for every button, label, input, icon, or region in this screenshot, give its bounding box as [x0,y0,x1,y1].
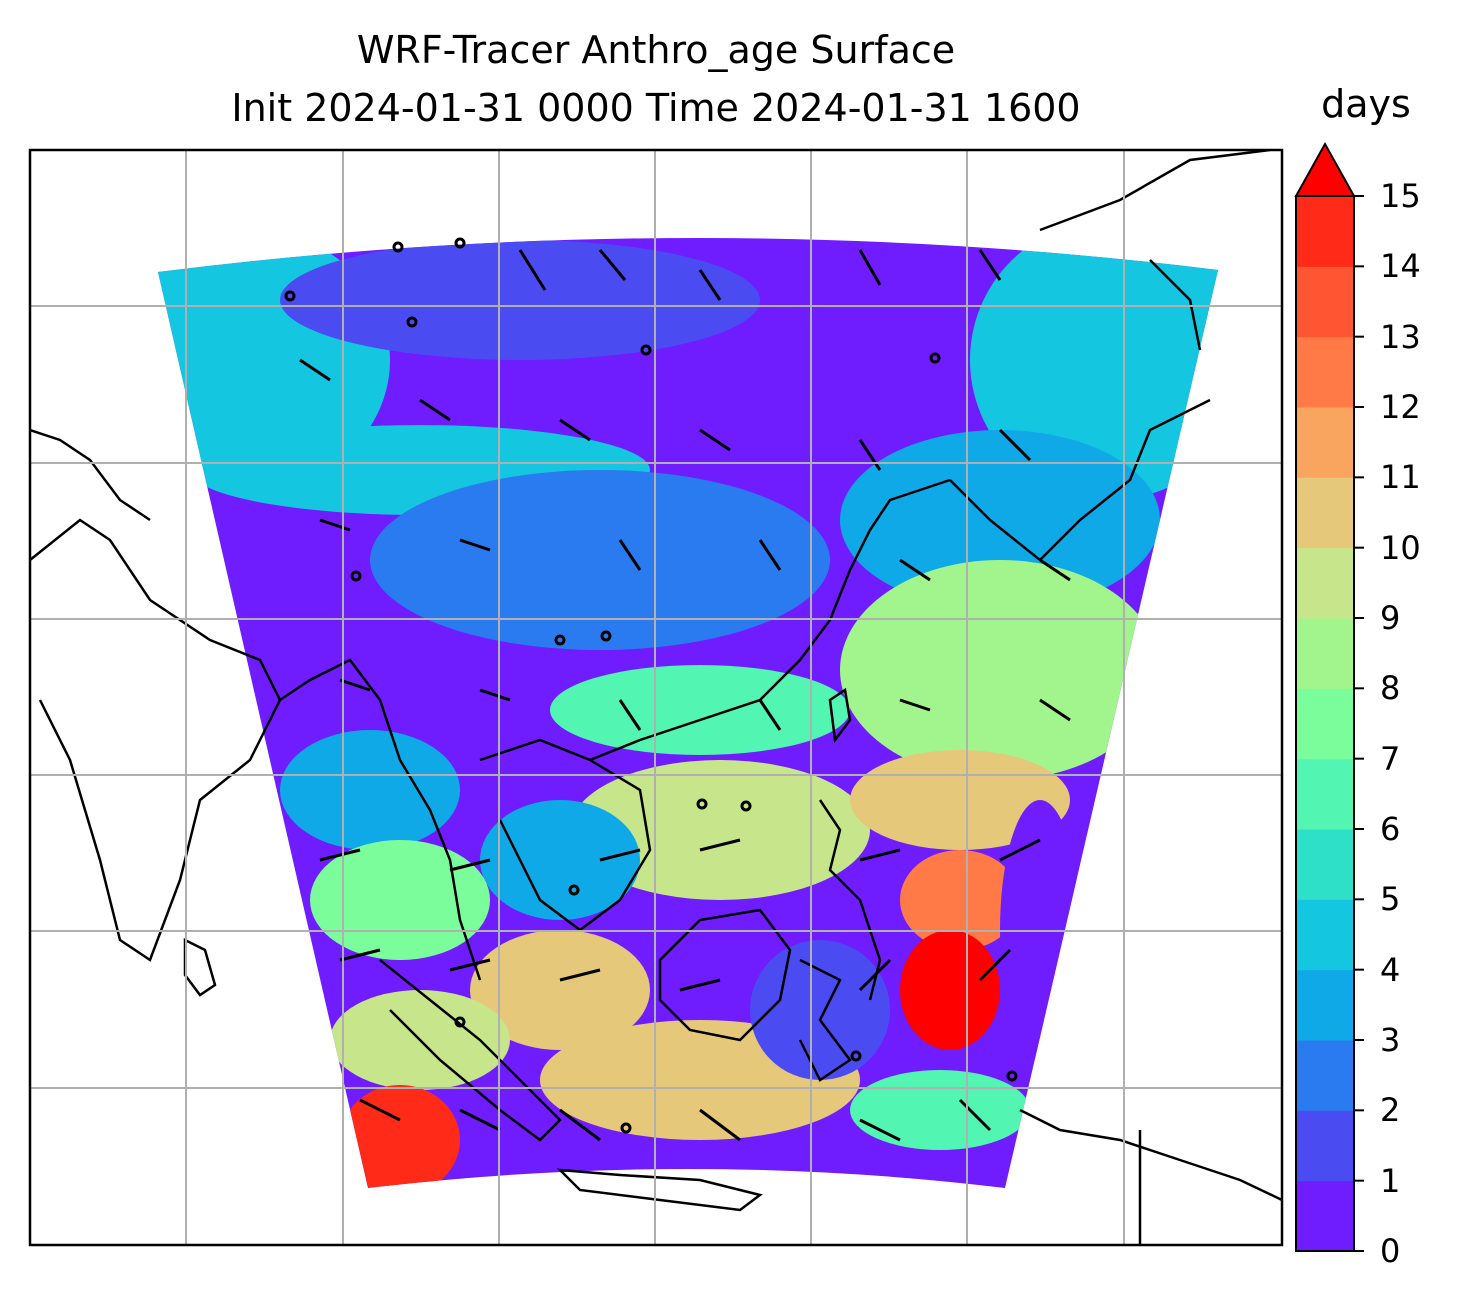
colorbar-bin [1296,688,1354,760]
coastline-china [589,478,951,762]
coastline-indochina [479,738,652,932]
colorbar-bin [1296,969,1354,1041]
colorbar-bin [1296,758,1354,830]
field-region-north [280,240,760,360]
wind-barbs [284,237,1071,1142]
colorbar-tick-label: 9 [1380,599,1401,637]
calm-wind-marker [1006,1070,1018,1082]
colorbar-bin [1296,477,1354,549]
field-region-indochina [480,800,640,920]
field-region-south-china-sea [570,760,870,900]
coastlines [30,150,1282,1245]
field-region-banda [850,1070,1030,1150]
calm-wind-marker [284,290,296,302]
coastline-arabia-edge [30,428,151,522]
colorbar-bin [1296,266,1354,338]
coastline-taiwan [828,687,852,744]
wind-barb [339,678,1071,731]
colorbar-extend-arrow [1294,141,1356,197]
colorbar-frame [1295,195,1355,1252]
calm-wind-marker [850,1050,862,1062]
chart-title-line-2: Init 2024-01-31 0000 Time 2024-01-31 160… [231,86,1081,130]
field-region-south-west-peak [340,1085,460,1188]
field-region-west-pacific [840,560,1160,780]
calm-wind-marker [406,316,418,328]
colorbar-tick-label: 2 [1380,1091,1401,1130]
calm-wind-marker [454,237,466,249]
colorbar-bin [1296,547,1354,619]
colorbar-tick-label: 13 [1380,317,1421,356]
colorbar-tick-label: 4 [1380,950,1401,989]
colorbar-tick-label: 10 [1380,528,1421,567]
colorbar-tick-label: 7 [1380,739,1401,778]
colorbar-tick-label: 11 [1380,458,1421,497]
wind-barb [339,948,1012,992]
calm-wind-marker [454,1016,466,1028]
colorbar-bin [1296,899,1354,971]
wind-barb [518,249,1002,301]
coastline-india [30,518,282,962]
tracer-age-field [158,237,1218,1188]
calm-wind-marker [554,634,566,646]
colorbar-bin [1296,336,1354,408]
colorbar-tick-label: 15 [1380,177,1421,215]
colorbar-tick-label: 3 [1380,1021,1401,1059]
colorbar-bin [1296,829,1354,900]
coastline-korea-japan [949,398,1211,562]
calm-wind-marker [640,344,652,356]
wind-barb [299,358,1032,471]
wind-barb [319,518,1071,582]
colorbar-tick-label: 6 [1380,810,1401,848]
coastline-bay-of-bengal [279,658,482,981]
colorbar-bin [1296,196,1354,267]
field-region-east-high [900,850,1020,950]
coastline-russia-east [1039,150,1271,351]
field-region-east-china [840,430,1160,610]
colorbar-ticks [1354,195,1364,1252]
colorbar-tick-label: 1 [1380,1161,1401,1200]
colorbar-bin [1296,618,1354,689]
calm-wind-marker [600,630,612,642]
calm-wind-marker [929,352,941,364]
coastline-new-guinea [1019,1108,1282,1245]
chart-title-line-1: WRF-Tracer Anthro_age Surface [356,28,956,72]
calm-wind-marker [696,798,708,810]
coastline-sumatra [379,959,562,1142]
calm-wind-marker [620,1122,632,1134]
colorbar-tick-label: 0 [1380,1232,1401,1270]
colorbar-bin [1296,1040,1354,1111]
field-region-south-china [550,665,850,755]
colorbar-tick-label: 14 [1380,247,1421,286]
colorbar-bin [1296,407,1354,478]
wind-barb [359,1098,992,1142]
calm-wind-marker [350,570,362,582]
coastline-borneo [658,908,792,1042]
coastline-sulawesi [798,958,852,1082]
field-region-east-peak [900,930,1000,1050]
colorbar-bins [1296,196,1354,1252]
field-region-bay [280,730,460,850]
field-region-borneo [470,930,650,1050]
colorbar-tick-label: 5 [1380,880,1401,919]
calm-wind-marker [740,800,752,812]
colorbar-bin [1296,1110,1354,1182]
colorbar-unit-label: days [1321,82,1411,126]
colorbar-tick-label: 8 [1380,669,1401,708]
coastline-philippines [818,799,882,1001]
colorbar-tick-label: 12 [1380,388,1421,426]
gridlines [30,150,1282,1245]
map-frame [28,148,1284,1247]
field-region-china [370,470,830,650]
wind-barb [319,838,1041,872]
colorbar-bin [1296,1180,1354,1252]
coastline-java [556,1168,763,1212]
calm-wind-marker [568,884,580,896]
calm-wind-marker [392,241,404,253]
